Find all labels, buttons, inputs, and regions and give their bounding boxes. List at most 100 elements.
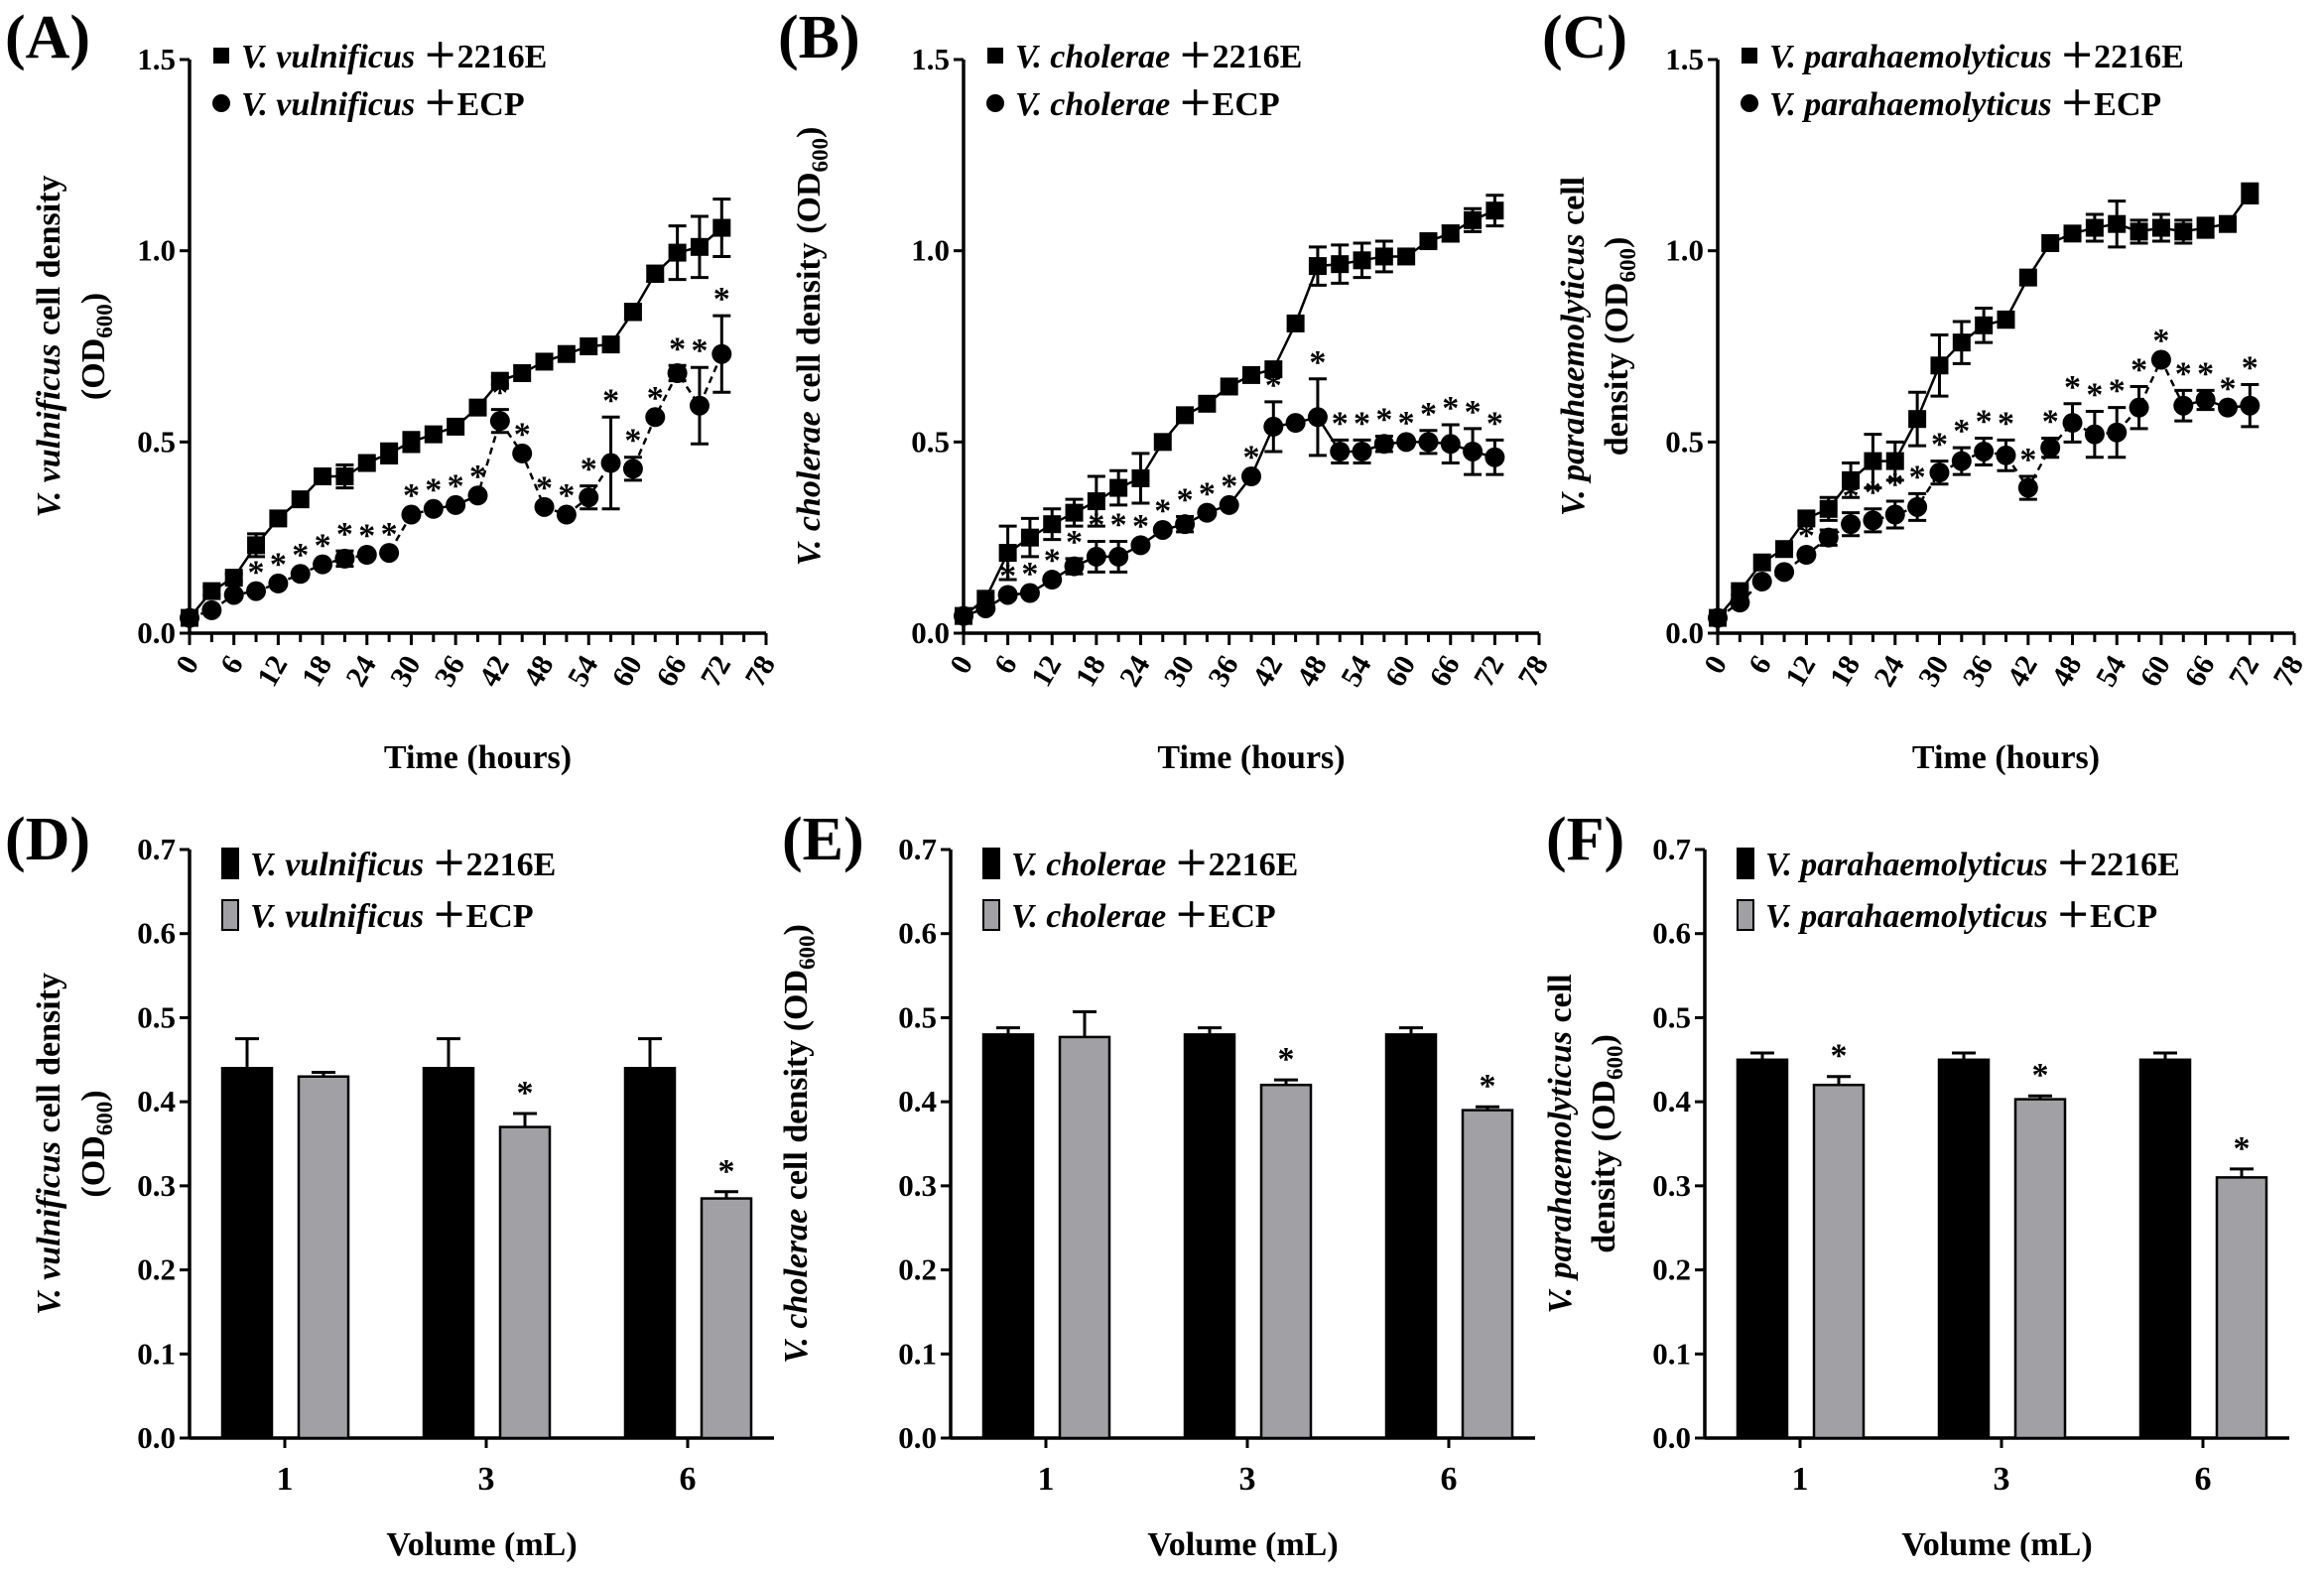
significance-star: * [669,330,686,367]
significance-star: * [2064,369,2081,406]
significance-star: * [2019,442,2036,478]
y-axis-label: density (OD600) [1586,1034,1627,1253]
legend-circle-icon [986,94,1004,112]
y-axis-label: V. cholerae cell density (OD600) [791,127,833,567]
significance-star: * [1177,481,1194,518]
panel-c: (C)0.00.51.01.5V. parahaemolyticus celld… [1542,4,2310,776]
significance-star: * [1998,405,2014,442]
significance-star: * [517,1075,534,1112]
x-tick-label: 1 [277,1461,294,1498]
data-point-square [1397,247,1416,266]
significance-star: * [1843,478,1860,515]
significance-star: * [1278,1041,1295,1078]
y-tick-label: 0.2 [898,1252,937,1287]
y-tick-label: 0.5 [1665,424,1704,459]
data-point-circle [423,498,444,519]
significance-star: * [1132,508,1149,545]
x-tick-label: 36 [1957,650,2001,692]
significance-star: * [2032,1057,2049,1094]
data-point-square [1441,224,1460,243]
legend-swatch-icon [221,899,239,931]
legend-medium: ＋2216E [424,847,556,883]
x-tick-label: 60 [2133,650,2177,692]
data-point-square [623,303,642,322]
legend-square-icon [213,48,229,64]
data-point-circle [201,599,222,620]
y-tick-label: 0.0 [898,1420,937,1455]
legend-square-icon [1742,48,1757,64]
data-point-circle [1996,445,2016,465]
x-tick-label: 66 [2178,650,2222,692]
y-tick-label: 0.3 [898,1168,937,1203]
significance-star: * [536,470,553,507]
significance-star: * [248,554,265,591]
data-point-square [1864,452,1882,470]
x-tick-label: 60 [605,650,649,692]
significance-star: * [713,281,730,318]
x-axis-label: Volume (mL) [1147,1526,1338,1563]
data-point-circle [1219,494,1239,515]
significance-star: * [2219,370,2236,407]
significance-star: * [647,380,664,417]
data-point-circle [1396,432,1417,453]
data-point-circle [600,453,621,473]
data-point-square [601,335,620,354]
data-point-square [291,490,310,509]
significance-star: * [1909,459,1926,495]
data-point-square [998,544,1017,563]
significance-star: * [514,417,531,454]
significance-star: * [1221,468,1237,505]
data-point-square [1153,433,1172,452]
data-point-square [447,417,465,436]
data-point-circle [1730,592,1750,613]
legend-medium: ＋2216E [415,39,547,75]
legend-species: V. parahaemolyticus [1765,847,2048,883]
data-point-square [1286,314,1305,332]
y-axis-label-part: ) [75,293,112,304]
x-tick-label: 36 [429,650,472,692]
data-point-circle [2084,424,2105,445]
data-point-square [2063,224,2082,243]
x-tick-label: 6 [1441,1461,1458,1498]
data-point-square [2174,222,2193,241]
data-point-circle [1330,441,1351,461]
data-point-square [2085,218,2104,237]
data-point-circle [180,607,199,628]
data-point-square [2241,184,2259,202]
x-tick-label: 54 [1335,650,1378,692]
bar-ecp [297,1075,350,1440]
x-tick-label: 24 [339,650,383,692]
y-tick-label: 1.0 [911,233,950,268]
data-point-circle [1774,562,1795,583]
data-point-square [2108,214,2127,233]
y-axis-label-part: cell [1555,177,1592,234]
y-tick-label: 0.0 [137,1420,176,1455]
x-tick-label: 3 [478,1461,495,1498]
data-point-square [247,536,266,555]
data-point-circle [711,343,732,364]
y-axis-label-part: ) [75,1090,112,1101]
legend-species: V. cholerae [1011,847,1166,883]
significance-star: * [1110,507,1127,544]
y-axis-label-part: 600 [795,935,820,970]
y-axis-label-part: cell density (OD [791,172,828,411]
significance-star: * [1309,344,1326,381]
y-axis-label-part: ) [791,127,828,138]
x-tick-label: 6 [988,650,1024,679]
data-point-square [2041,233,2060,252]
legend-entry: V. cholerae ＋2216E [1015,39,1302,75]
bar-2216e [1384,1033,1438,1440]
data-point-circle [2062,413,2083,434]
data-point-circle [1042,570,1063,591]
significance-star: * [2086,377,2103,414]
significance-star: * [1480,1068,1496,1105]
data-point-circle [1440,434,1461,455]
significance-star: * [2197,355,2214,392]
legend-medium: ＋ECP [2052,86,2162,123]
legend-entry: V. cholerae ＋ECP [1015,86,1280,123]
panel-e: (E) 0.0 0.1 0.2 0.3 0.4 0.5 0.6 0.7 V. cholerae c… [778,806,1535,1563]
data-point-square [490,371,509,390]
y-axis-label: V. vulnificus cell density [31,175,67,517]
x-axis-label: Time (hours) [1912,739,2100,776]
legend-medium: ＋2216E [2052,39,2184,75]
